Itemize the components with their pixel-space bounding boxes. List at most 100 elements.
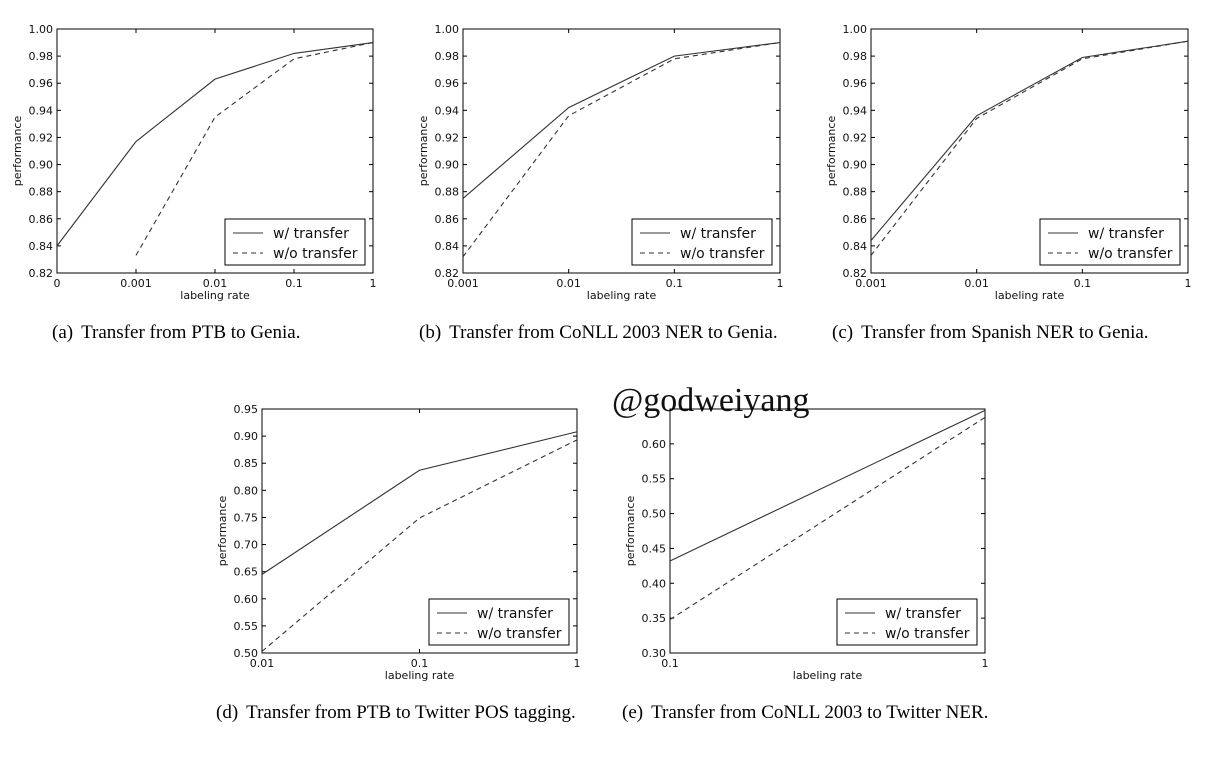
legend-label: w/o transfer [680,246,765,262]
y-tick-label: 0.82 [435,267,460,280]
x-tick-label: 0.1 [285,277,303,290]
y-tick-label: 0.90 [234,430,259,443]
y-tick-label: 0.88 [435,186,460,199]
y-tick-label: 0.86 [29,213,54,226]
legend-label: w/o transfer [477,626,562,642]
legend-label: w/ transfer [1088,226,1164,242]
x-tick-label: 1 [777,277,784,290]
series-line-with-transfer [870,40,1189,241]
series-line-without-transfer [261,439,578,652]
series-line-without-transfer [870,40,1189,256]
caption-d: (d) Transfer from PTB to Twitter POS tagg… [216,702,584,724]
series-line-with-transfer [669,409,986,562]
y-tick-label: 1.00 [29,23,54,36]
x-axis-label: labeling rate [385,669,455,682]
y-tick-label: 0.92 [435,131,460,144]
legend-label: w/ transfer [273,226,349,242]
legend-box [224,218,366,266]
x-tick-label: 0 [54,277,61,290]
y-tick-label: 0.92 [843,131,868,144]
x-axis-label: labeling rate [180,289,250,302]
y-tick-label: 0.50 [642,508,667,521]
y-tick-label: 0.85 [234,457,259,470]
y-tick-label: 0.84 [843,240,868,253]
series-line-with-transfer [261,431,578,575]
x-tick-label: 1 [1185,277,1192,290]
plot-frame [669,408,986,654]
y-tick-label: 0.60 [234,593,259,606]
x-axis-label: labeling rate [995,289,1065,302]
caption-b: (b) Transfer from CoNLL 2003 NER to Genia… [419,322,788,344]
legend-label: w/ transfer [885,606,961,622]
y-tick-label: 0.70 [234,539,259,552]
y-tick-label: 0.84 [29,240,54,253]
y-tick-label: 0.90 [843,159,868,172]
caption-text: Transfer from PTB to Genia. [81,322,301,343]
y-tick-label: 0.86 [843,213,868,226]
y-tick-label: 0.82 [843,267,868,280]
caption-e: (e) Transfer from CoNLL 2003 to Twitter N… [622,702,994,724]
caption-label: (e) [622,702,644,723]
y-tick-label: 0.98 [29,50,54,63]
x-tick-label: 0.001 [120,277,152,290]
plot-frame [462,28,781,274]
y-tick-label: 0.94 [29,104,54,117]
legend-label: w/ transfer [680,226,756,242]
x-tick-label: 1 [574,657,581,670]
y-tick-label: 0.35 [642,612,667,625]
plot-frame [56,28,374,274]
series-line-without-transfer [462,42,781,258]
y-tick-label: 0.86 [435,213,460,226]
y-tick-label: 0.40 [642,577,667,590]
caption-text: Transfer from Spanish NER to Genia. [861,322,1149,343]
plot-frame [870,28,1189,274]
caption-text: Transfer from PTB to Twitter POS tagging… [246,702,576,723]
y-tick-label: 0.82 [29,267,54,280]
y-tick-label: 0.88 [29,186,54,199]
x-tick-label: 0.01 [250,657,275,670]
y-tick-label: 0.80 [234,484,259,497]
y-tick-label: 0.98 [435,50,460,63]
y-axis-label: performance [216,496,229,567]
y-tick-label: 0.96 [29,77,54,90]
caption-text: Transfer from CoNLL 2003 NER to Genia. [449,322,778,343]
x-tick-label: 0.01 [964,277,989,290]
legend-label: w/o transfer [273,246,358,262]
y-axis-label: performance [825,116,838,187]
x-tick-label: 0.1 [666,277,684,290]
caption-c: (c) Transfer from Spanish NER to Genia. [832,322,1197,344]
y-tick-label: 0.96 [843,77,868,90]
x-tick-label: 0.001 [855,277,887,290]
x-tick-label: 0.01 [556,277,581,290]
y-tick-label: 1.00 [843,23,868,36]
series-line-with-transfer [462,42,781,199]
x-tick-label: 0.1 [411,657,429,670]
y-tick-label: 0.55 [234,620,259,633]
series-line-with-transfer [56,42,374,247]
caption-label: (d) [216,702,239,723]
y-tick-label: 0.55 [642,473,667,486]
legend-box [1039,218,1181,266]
caption-label: (c) [832,322,854,343]
y-tick-label: 0.60 [642,438,667,451]
legend-box [631,218,773,266]
y-tick-label: 0.45 [642,542,667,555]
legend-label: w/o transfer [885,626,970,642]
x-axis-label: labeling rate [587,289,657,302]
y-tick-label: 0.92 [29,131,54,144]
legend-label: w/ transfer [477,606,553,622]
x-tick-label: 1 [370,277,377,290]
y-axis-label: performance [11,116,24,187]
caption-label: (a) [52,322,74,343]
caption-label: (b) [419,322,442,343]
legend-box [428,598,570,646]
y-tick-label: 0.96 [435,77,460,90]
y-tick-label: 0.90 [435,159,460,172]
watermark: @godweiyang [612,382,810,419]
y-axis-label: performance [417,116,430,187]
x-tick-label: 0.1 [661,657,679,670]
